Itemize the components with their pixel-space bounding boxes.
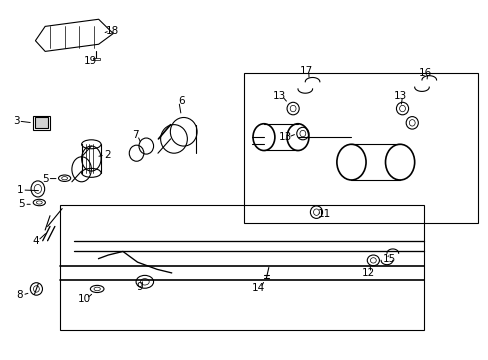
Text: 18: 18 [105,26,119,36]
Text: 9: 9 [136,282,143,292]
Text: 19: 19 [83,56,97,66]
Text: 13: 13 [272,91,285,101]
Text: 13: 13 [393,91,406,101]
Text: 4: 4 [32,236,39,246]
Text: 5: 5 [19,199,25,209]
Bar [35,117,47,128]
Bar [244,73,477,223]
Text: 2: 2 [104,150,110,160]
Text: 5: 5 [42,174,48,184]
Text: 10: 10 [77,294,90,303]
Text: 12: 12 [361,268,374,278]
Text: 17: 17 [299,66,312,76]
Text: 11: 11 [318,209,331,219]
Text: 15: 15 [382,254,395,264]
Bar [60,205,424,330]
Bar [33,116,50,130]
Text: 6: 6 [178,96,184,107]
Text: 16: 16 [418,68,431,78]
Text: 1: 1 [17,185,23,195]
Bar [93,58,100,60]
Text: 3: 3 [13,116,19,126]
Text: 13: 13 [279,132,292,142]
Text: 7: 7 [132,130,138,140]
Text: 14: 14 [251,283,264,293]
Text: 8: 8 [17,290,23,300]
